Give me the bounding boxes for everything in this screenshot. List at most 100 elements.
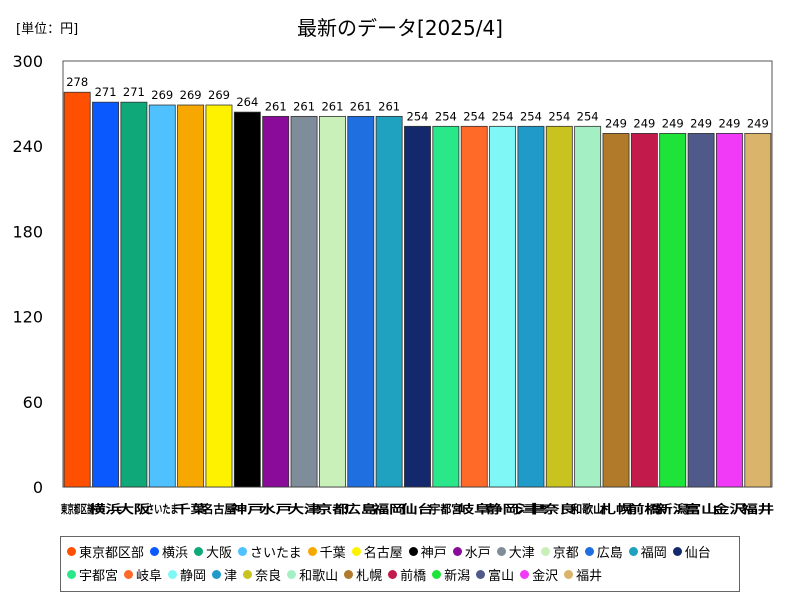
legend-marker bbox=[307, 547, 317, 556]
value-label: 261 bbox=[350, 99, 372, 113]
value-label: 264 bbox=[236, 95, 258, 109]
value-label: 269 bbox=[208, 88, 230, 102]
legend-marker bbox=[168, 570, 178, 579]
legend-marker bbox=[194, 547, 204, 556]
legend-item: 大阪 bbox=[194, 540, 232, 563]
category-label: 新潟 bbox=[656, 502, 689, 516]
y-tick-label: 300 bbox=[12, 52, 43, 71]
bar-16 bbox=[489, 125, 517, 488]
category-label: 千葉 bbox=[174, 502, 207, 516]
legend-item: 神戸 bbox=[408, 540, 447, 563]
legend-marker bbox=[212, 570, 222, 579]
legend-label: 札幌 bbox=[356, 569, 383, 584]
bar-5 bbox=[177, 104, 205, 488]
value-label: 261 bbox=[293, 99, 315, 113]
category-label: 神戸 bbox=[231, 502, 264, 516]
legend-marker bbox=[388, 570, 398, 579]
legend-item: 宇都宮 bbox=[67, 563, 118, 586]
legend-item: 広島 bbox=[584, 540, 623, 563]
category-label: 富山 bbox=[685, 502, 718, 516]
legend-label: 福岡 bbox=[640, 546, 667, 561]
legend-item: 静岡 bbox=[168, 563, 206, 586]
value-label: 254 bbox=[577, 109, 599, 123]
bar-23 bbox=[687, 133, 715, 488]
y-tick-label: 180 bbox=[12, 222, 43, 241]
legend-marker bbox=[150, 547, 160, 556]
bar-7 bbox=[233, 111, 261, 488]
legend-label: 大津 bbox=[508, 546, 535, 561]
legend-marker bbox=[124, 570, 134, 579]
legend-marker bbox=[287, 570, 297, 579]
value-label: 249 bbox=[690, 116, 712, 130]
value-label: 249 bbox=[718, 116, 740, 130]
value-label: 271 bbox=[95, 85, 117, 99]
legend-item: 福井 bbox=[564, 563, 602, 586]
y-tick-label: 240 bbox=[12, 137, 43, 156]
category-label: さいたま bbox=[146, 502, 179, 516]
value-label: 269 bbox=[180, 88, 202, 102]
category-label: 奈良 bbox=[542, 502, 577, 516]
bar-8 bbox=[262, 115, 290, 488]
legend-marker bbox=[540, 547, 550, 556]
legend-item: 水戸 bbox=[452, 540, 491, 563]
legend-marker bbox=[432, 570, 442, 579]
category-label: 岐阜 bbox=[458, 502, 491, 516]
category-label: 水戸 bbox=[259, 502, 292, 516]
bar-20 bbox=[602, 133, 630, 488]
category-label: 津 bbox=[515, 502, 549, 516]
legend-label: 大阪 bbox=[206, 546, 233, 561]
legend-marker bbox=[67, 547, 76, 556]
legend-item: 岐阜 bbox=[124, 563, 162, 586]
bar-25 bbox=[744, 133, 772, 488]
legend-label: 新潟 bbox=[444, 569, 471, 584]
legend-item: 奈良 bbox=[243, 563, 281, 586]
category-label: 東京都区部 bbox=[61, 502, 94, 516]
legend-item: 福岡 bbox=[628, 540, 667, 563]
bar-15 bbox=[460, 125, 488, 488]
legend-marker bbox=[351, 547, 361, 556]
value-label: 261 bbox=[321, 99, 343, 113]
legend-marker bbox=[238, 547, 248, 556]
legend-label: 富山 bbox=[488, 569, 515, 584]
legend-label: 神戸 bbox=[420, 546, 447, 561]
legend-marker bbox=[476, 570, 486, 579]
value-label: 254 bbox=[407, 109, 429, 123]
legend: 東京都区部 横浜 大阪 さいたま 千葉 名古屋 神戸 水戸 大津 京都 広島 福岡 仙台 宇都宮 岐阜 静岡 津… bbox=[60, 536, 740, 592]
legend-marker bbox=[67, 570, 76, 579]
bar-17 bbox=[517, 125, 545, 488]
value-label: 254 bbox=[435, 109, 457, 123]
bar-2 bbox=[92, 101, 119, 488]
value-label: 249 bbox=[747, 116, 769, 130]
value-label: 278 bbox=[66, 75, 88, 89]
category-label: 名古屋 bbox=[203, 502, 236, 516]
bar-22 bbox=[659, 133, 687, 488]
bar-24 bbox=[716, 133, 743, 488]
legend-label: 和歌山 bbox=[299, 569, 339, 584]
legend-item: 津 bbox=[212, 563, 237, 586]
bar-9 bbox=[290, 115, 318, 488]
legend-item: 仙台 bbox=[672, 540, 711, 563]
category-label: 広島 bbox=[344, 502, 377, 516]
legend-marker bbox=[408, 547, 418, 556]
bar-18 bbox=[545, 125, 573, 488]
legend-item: 京都 bbox=[540, 540, 579, 563]
category-label: 京都 bbox=[316, 502, 349, 516]
bar-3 bbox=[120, 101, 148, 488]
category-label: 静岡 bbox=[486, 502, 519, 516]
legend-label: 広島 bbox=[596, 546, 623, 561]
legend-marker bbox=[564, 570, 574, 579]
bar-10 bbox=[318, 115, 346, 488]
plot-area: 0 60 120 180 240 300 278 東京都区部 271 横浜 271 大阪 269 さいたま… bbox=[12, 52, 774, 516]
value-label: 261 bbox=[265, 99, 287, 113]
category-label: 大津 bbox=[288, 502, 321, 516]
legend-label: 千葉 bbox=[319, 546, 346, 561]
category-label: 大阪 bbox=[118, 502, 151, 516]
legend-marker bbox=[243, 570, 253, 579]
value-label: 249 bbox=[605, 116, 627, 130]
value-label: 254 bbox=[463, 109, 485, 123]
value-label: 254 bbox=[492, 109, 514, 123]
legend-item: 東京都区部 bbox=[67, 540, 144, 563]
legend-marker bbox=[496, 547, 506, 556]
category-label: 横浜 bbox=[89, 502, 122, 516]
